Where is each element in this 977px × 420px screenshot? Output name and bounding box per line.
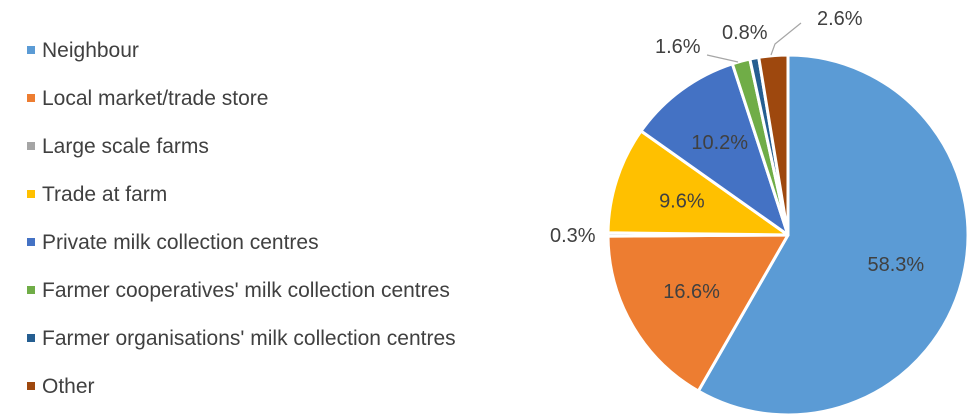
data-label-cooperatives-collection: 1.6% [655, 36, 701, 58]
pie-slice-local-market [606, 233, 790, 393]
legend-item-private-collection: Private milk collection centres [27, 231, 319, 254]
data-label-other: 2.6% [817, 8, 863, 30]
data-label-local-market: 16.6% [663, 281, 720, 303]
legend-label-cooperatives-collection: Farmer cooperatives' milk collection cen… [42, 279, 450, 302]
pie-slice-private-collection [639, 62, 790, 237]
data-label-private-collection: 10.2% [691, 132, 748, 154]
legend-label-private-collection: Private milk collection centres [42, 231, 319, 254]
legend-swatch-cooperatives-collection [27, 286, 35, 294]
legend-item-local-market: Local market/trade store [27, 87, 268, 110]
legend-item-cooperatives-collection: Farmer cooperatives' milk collection cen… [27, 279, 450, 302]
leader-line-cooperatives-collection [706, 54, 739, 63]
legend-label-large-scale-farms: Large scale farms [42, 135, 209, 158]
legend-label-trade-at-farm: Trade at farm [42, 183, 167, 206]
legend-item-organisations-collection: Farmer organisations' milk collection ce… [27, 327, 456, 350]
legend: Neighbour Local market/trade store Large s… [27, 39, 456, 398]
legend-swatch-local-market [27, 94, 35, 102]
legend-swatch-other [27, 382, 35, 390]
legend-item-large-scale-farms: Large scale farms [27, 135, 209, 158]
leader-line-other [770, 22, 802, 56]
legend-label-local-market: Local market/trade store [42, 87, 268, 110]
data-label-large-scale-farms: 0.3% [550, 225, 596, 247]
legend-label-other: Other [42, 375, 95, 398]
legend-swatch-private-collection [27, 238, 35, 246]
pie-slice-neighbour [696, 53, 970, 417]
legend-label-neighbour: Neighbour [42, 39, 139, 62]
pie-slice-other [757, 53, 790, 237]
data-labels: 58.3% 16.6% 0.3% 9.6% 10.2% 1.6% 0.8% 2.6% [550, 8, 924, 303]
legend-item-other: Other [27, 375, 95, 398]
data-label-trade-at-farm: 9.6% [659, 191, 705, 213]
legend-item-trade-at-farm: Trade at farm [27, 183, 167, 206]
legend-swatch-neighbour [27, 46, 35, 54]
pie-slice-trade-at-farm [606, 129, 790, 237]
data-label-organisations-collection: 0.8% [722, 22, 768, 44]
legend-swatch-large-scale-farms [27, 142, 35, 150]
legend-label-organisations-collection: Farmer organisations' milk collection ce… [42, 327, 456, 350]
legend-swatch-organisations-collection [27, 334, 35, 342]
legend-swatch-trade-at-farm [27, 190, 35, 198]
data-label-neighbour: 58.3% [867, 254, 924, 276]
leader-lines [706, 22, 802, 63]
pie-slices [606, 53, 970, 417]
legend-item-neighbour: Neighbour [27, 39, 139, 62]
